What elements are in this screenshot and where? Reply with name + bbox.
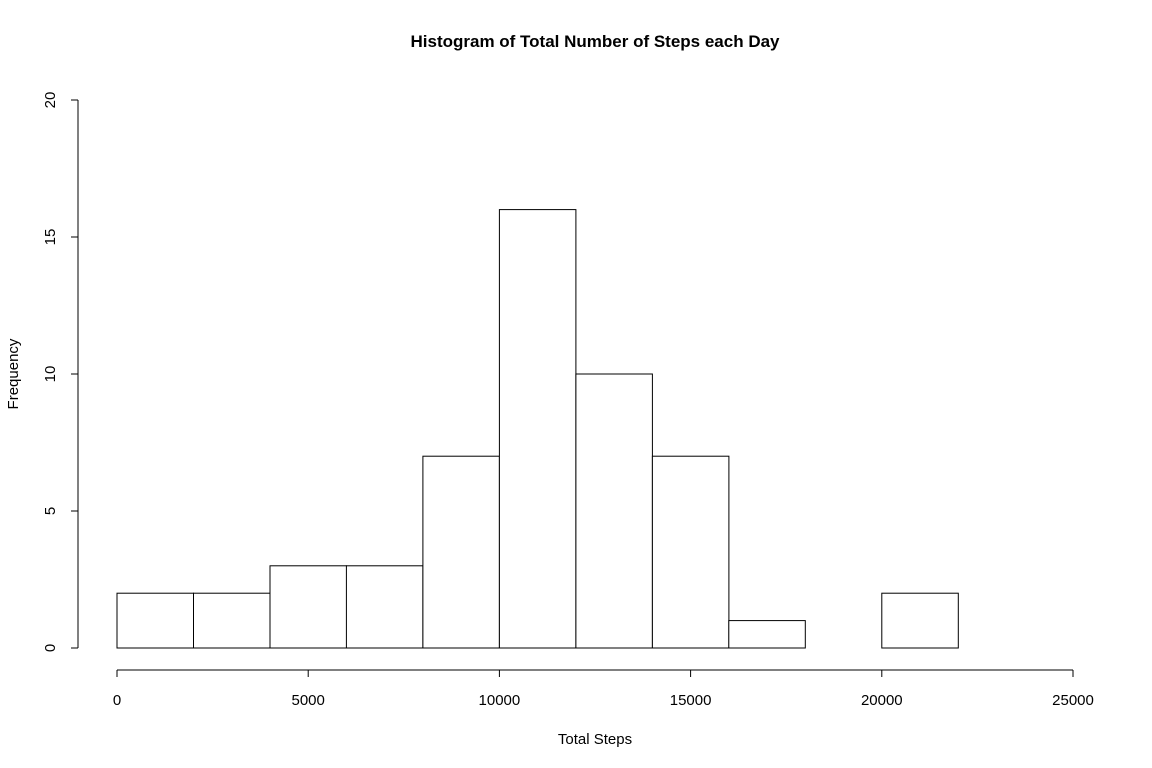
y-tick-label: 10 [42,366,59,383]
histogram-bar [575,373,653,649]
x-tick-label: 0 [113,692,121,709]
y-axis: 0 5 10 15 20 [42,92,79,652]
histogram-bar [193,592,271,649]
y-tick-label: 5 [42,507,59,515]
chart-title: Histogram of Total Number of Steps each … [410,32,780,51]
x-axis: 0 5000 10000 15000 20000 25000 [113,669,1094,709]
histogram-bar [728,620,806,649]
histogram-bar [422,455,500,649]
histogram-bar [116,592,194,649]
y-tick-label: 20 [42,92,59,109]
x-tick-label: 15000 [670,692,712,709]
histogram-bar [651,455,730,649]
histogram-bar [881,592,959,649]
histogram-bar [498,209,577,649]
bars-group [116,209,959,649]
x-tick-label: 25000 [1052,692,1094,709]
y-tick-label: 0 [42,644,59,652]
y-axis-label: Frequency [5,338,22,409]
x-axis-label: Total Steps [558,731,632,748]
y-tick-label: 15 [42,229,59,246]
histogram-bar [269,565,347,649]
x-tick-label: 20000 [861,692,903,709]
histogram-bar [345,565,424,649]
x-tick-label: 5000 [292,692,325,709]
x-tick-label: 10000 [479,692,521,709]
